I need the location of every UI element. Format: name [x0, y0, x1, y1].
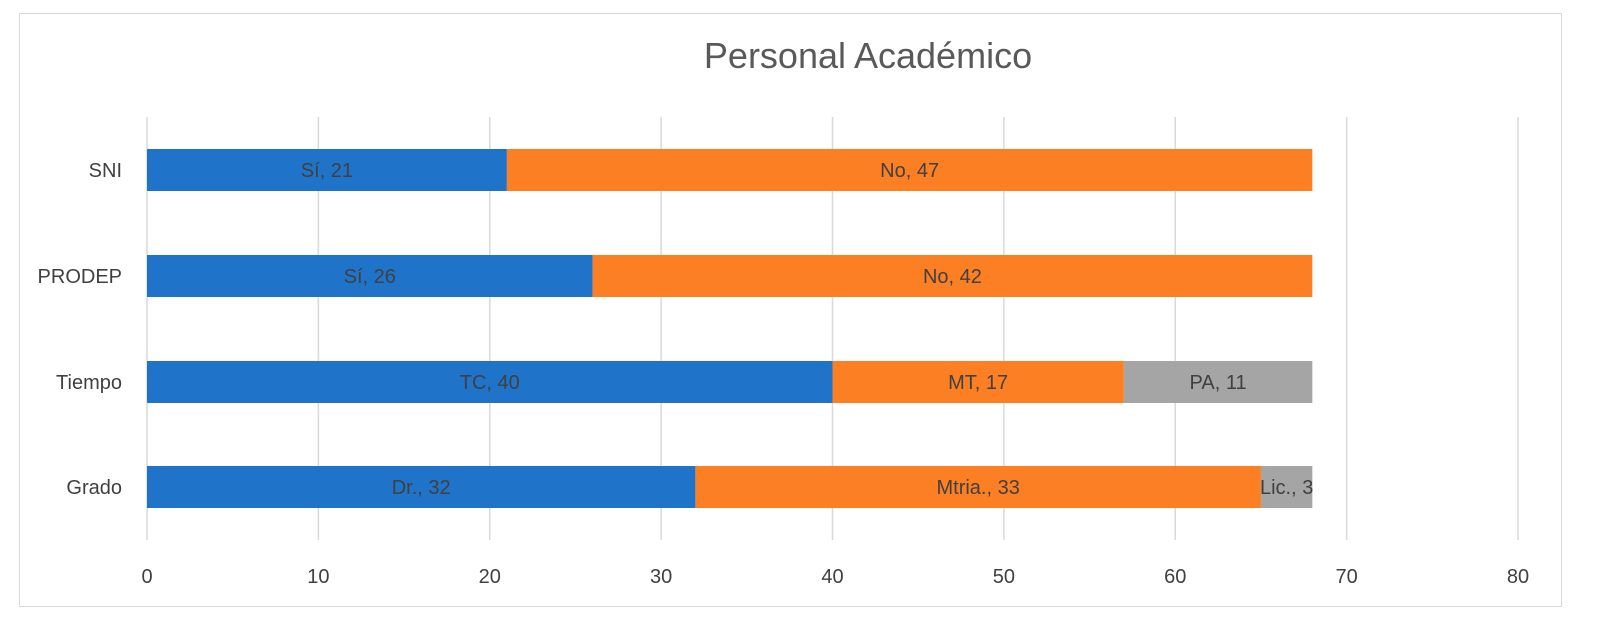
bar-segment-tiempo-3 [1123, 361, 1313, 403]
x-tick-label: 80 [1507, 566, 1529, 588]
data-label: Sí, 26 [344, 266, 396, 288]
data-label: Lic., 3 [1260, 477, 1313, 499]
data-label: PA, 11 [1190, 372, 1247, 394]
bars [147, 149, 1313, 508]
x-tick-label: 30 [650, 566, 672, 588]
axes: 0 10 20 30 40 50 60 70 80 SNI PRODEP Tiempo Grado [38, 160, 1530, 588]
data-label: TC, 40 [460, 372, 520, 394]
bar-segment-prodep-2 [592, 255, 1313, 297]
bar-segment-tiempo-1 [147, 361, 833, 403]
bar-segment-sni-2 [506, 149, 1313, 191]
x-tick-label: 50 [993, 566, 1015, 588]
x-tick-label: 40 [821, 566, 843, 588]
data-label: Sí, 21 [301, 160, 353, 182]
x-tick-label: 0 [141, 566, 152, 588]
x-tick-label: 10 [307, 566, 329, 588]
data-labels: Sí, 21 No, 47 Sí, 26 No, 42 TC, 40 MT, 17 PA, … [301, 160, 1314, 499]
x-tick-label: 20 [479, 566, 501, 588]
data-label: No, 42 [923, 266, 982, 288]
bar-segment-grado-3 [1260, 466, 1313, 508]
data-label: Dr., 32 [392, 477, 451, 499]
x-tick-label: 70 [1336, 566, 1358, 588]
category-label-sni: SNI [89, 160, 122, 182]
data-label: No, 47 [880, 160, 939, 182]
category-label-prodep: PRODEP [38, 266, 122, 288]
bar-segment-sni-1 [147, 149, 507, 191]
x-tick-label: 60 [1164, 566, 1186, 588]
category-label-tiempo: Tiempo [56, 372, 122, 394]
bar-segment-prodep-1 [147, 255, 593, 297]
category-label-grado: Grado [66, 477, 122, 499]
chart-title: Personal Académico [704, 35, 1032, 76]
bar-segment-tiempo-2 [832, 361, 1124, 403]
data-label: MT, 17 [948, 372, 1008, 394]
data-label: Mtria., 33 [936, 477, 1019, 499]
bar-segment-grado-1 [147, 466, 696, 508]
bar-segment-grado-2 [695, 466, 1261, 508]
